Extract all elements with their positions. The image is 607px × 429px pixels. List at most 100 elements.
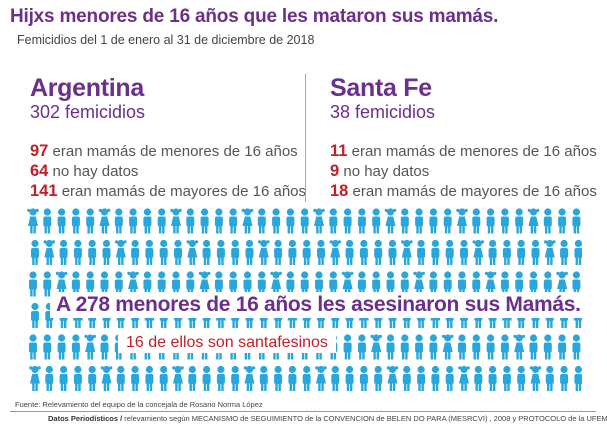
child-girl-icon bbox=[43, 239, 56, 265]
children-pictogram-svg bbox=[27, 208, 582, 391]
child-boy-icon bbox=[458, 334, 466, 360]
footer-divider bbox=[10, 411, 596, 412]
child-boy-icon bbox=[374, 365, 383, 391]
child-girl-icon bbox=[386, 365, 399, 391]
child-boy-icon bbox=[300, 208, 309, 234]
child-boy-icon bbox=[345, 365, 354, 391]
source-note: Fuente: Relevamiento del equipo de la co… bbox=[15, 400, 263, 409]
child-boy-icon bbox=[302, 365, 311, 391]
child-boy-icon bbox=[486, 334, 495, 360]
child-boy-icon bbox=[500, 208, 509, 234]
child-boy-icon bbox=[558, 208, 567, 234]
stat-text: eran mamás de menores de 16 años bbox=[52, 143, 298, 160]
child-boy-icon bbox=[214, 208, 223, 234]
child-boy-icon bbox=[272, 208, 281, 234]
child-boy-icon bbox=[558, 334, 567, 360]
child-girl-icon bbox=[456, 208, 468, 234]
child-boy-icon bbox=[31, 239, 39, 265]
child-boy-icon bbox=[560, 239, 569, 265]
child-boy-icon bbox=[288, 239, 297, 265]
child-girl-icon bbox=[84, 334, 96, 360]
child-boy-icon bbox=[143, 208, 152, 234]
child-boy-icon bbox=[500, 334, 509, 360]
child-boy-icon bbox=[274, 365, 283, 391]
child-boy-icon bbox=[415, 334, 424, 360]
child-girl-icon bbox=[241, 208, 254, 234]
child-boy-icon bbox=[388, 239, 397, 265]
child-boy-icon bbox=[500, 271, 509, 297]
region-name-argentina: Argentina bbox=[30, 74, 144, 102]
stat-value: 9 bbox=[330, 162, 340, 180]
child-boy-icon bbox=[386, 334, 395, 360]
child-boy-icon bbox=[402, 365, 411, 391]
child-girl-icon bbox=[243, 365, 256, 391]
child-boy-icon bbox=[257, 208, 266, 234]
child-boy-icon bbox=[43, 208, 52, 234]
footer-credit: Datos Periodísticos / relevamiento según… bbox=[48, 414, 607, 423]
child-girl-icon bbox=[370, 334, 382, 360]
child-boy-icon bbox=[472, 208, 481, 234]
child-girl-icon bbox=[98, 208, 111, 234]
child-girl-icon bbox=[27, 208, 39, 234]
child-boy-icon bbox=[343, 208, 352, 234]
child-boy-icon bbox=[317, 239, 325, 265]
child-boy-icon bbox=[531, 239, 540, 265]
stat-argentina-1: 97 eran mamás de menores de 16 años bbox=[30, 142, 298, 161]
child-boy-icon bbox=[231, 239, 240, 265]
child-boy-icon bbox=[574, 239, 582, 265]
child-boy-icon bbox=[45, 365, 54, 391]
child-boy-icon bbox=[245, 239, 254, 265]
child-girl-icon bbox=[544, 239, 556, 265]
child-boy-icon bbox=[145, 365, 154, 391]
child-boy-icon bbox=[202, 365, 211, 391]
child-boy-icon bbox=[474, 365, 483, 391]
child-boy-icon bbox=[59, 365, 68, 391]
stat-santa-fe-1: 11 eran mamás de menores de 16 años bbox=[330, 142, 597, 161]
child-boy-icon bbox=[400, 334, 409, 360]
child-girl-icon bbox=[172, 365, 184, 391]
child-boy-icon bbox=[529, 334, 538, 360]
child-girl-icon bbox=[186, 239, 199, 265]
footer-org: Datos Periodísticos / bbox=[48, 414, 123, 423]
child-girl-icon bbox=[315, 365, 327, 391]
children-pictogram bbox=[22, 206, 582, 396]
child-girl-icon bbox=[441, 334, 454, 360]
stat-argentina-3: 141 eran mamás de mayores de 16 años bbox=[30, 182, 306, 201]
child-boy-icon bbox=[345, 239, 354, 265]
footer-text: relevamiento según MECANISMO de SEGUIMIE… bbox=[122, 414, 607, 423]
region-count-santa-fe: 38 femicidios bbox=[330, 102, 436, 122]
stat-argentina-2: 64 no hay datos bbox=[30, 162, 138, 181]
child-boy-icon bbox=[157, 208, 166, 234]
child-boy-icon bbox=[329, 208, 338, 234]
child-boy-icon bbox=[417, 239, 426, 265]
stat-value: 18 bbox=[330, 182, 349, 200]
child-boy-icon bbox=[515, 208, 524, 234]
child-boy-icon bbox=[445, 239, 454, 265]
child-boy-icon bbox=[431, 239, 440, 265]
child-boy-icon bbox=[517, 239, 526, 265]
child-boy-icon bbox=[572, 208, 581, 234]
page-title: Hijxs menores de 16 años que les mataron… bbox=[10, 6, 499, 27]
child-boy-icon bbox=[359, 239, 368, 265]
pictogram-headline: A 278 menores de 16 años les asesinaron … bbox=[50, 292, 587, 318]
child-boy-icon bbox=[131, 239, 140, 265]
child-boy-icon bbox=[443, 208, 452, 234]
child-boy-icon bbox=[274, 239, 283, 265]
child-boy-icon bbox=[359, 365, 368, 391]
child-girl-icon bbox=[115, 239, 127, 265]
child-boy-icon bbox=[372, 208, 381, 234]
child-girl-icon bbox=[384, 208, 397, 234]
child-boy-icon bbox=[517, 365, 526, 391]
child-boy-icon bbox=[145, 239, 154, 265]
child-boy-icon bbox=[73, 365, 82, 391]
child-girl-icon bbox=[170, 208, 182, 234]
child-boy-icon bbox=[231, 365, 240, 391]
child-boy-icon bbox=[174, 239, 182, 265]
stat-value: 11 bbox=[330, 142, 348, 160]
stat-santa-fe-2: 9 no hay datos bbox=[330, 162, 429, 181]
child-boy-icon bbox=[131, 365, 140, 391]
child-boy-icon bbox=[259, 365, 268, 391]
child-girl-icon bbox=[527, 208, 540, 234]
child-boy-icon bbox=[357, 208, 366, 234]
child-girl-icon bbox=[458, 365, 470, 391]
